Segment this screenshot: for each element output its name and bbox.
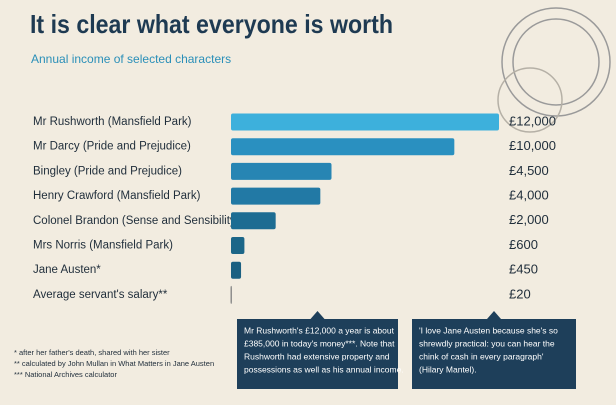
category-label: Mr Darcy (Pride and Prejudice) xyxy=(33,141,191,153)
value-label: £12,000 xyxy=(509,113,556,128)
value-label: £4,000 xyxy=(509,188,549,203)
bar xyxy=(231,138,455,156)
bar xyxy=(231,237,245,254)
bar xyxy=(231,113,499,131)
value-label: £600 xyxy=(509,237,538,252)
annotation-text: shrewdly practical: you can hear the xyxy=(419,338,555,348)
footnote: ** calculated by John Mullan in What Mat… xyxy=(14,359,214,368)
bar xyxy=(231,187,321,205)
annotation-text: 'I love Jane Austen because she's so xyxy=(419,325,558,335)
value-label: £10,000 xyxy=(509,138,556,153)
value-label: £20 xyxy=(509,286,531,301)
category-label: Average servant's salary** xyxy=(33,289,168,301)
annotation-text: (Hilary Mantel). xyxy=(419,364,477,374)
category-label: Mr Rushworth (Mansfield Park) xyxy=(33,116,192,128)
bar xyxy=(231,162,332,180)
bar xyxy=(231,261,242,279)
chart-title: It is clear what everyone is worth xyxy=(30,9,393,39)
value-label: £4,500 xyxy=(509,163,549,178)
footnote: * after her father's death, shared with … xyxy=(14,348,170,357)
annotation-text: £385,000 in today's money***. Note that xyxy=(244,338,395,348)
value-label: £450 xyxy=(509,262,538,277)
annotation-text: possessions as well as his annual income… xyxy=(244,364,404,374)
annotation-pointer xyxy=(487,311,501,319)
annotation-box xyxy=(237,319,398,389)
annotation-text: Mr Rushworth's £12,000 a year is about xyxy=(244,325,395,335)
chart-subtitle: Annual income of selected characters xyxy=(31,52,231,66)
annotation-pointer xyxy=(310,311,325,319)
category-label: Mrs Norris (Mansfield Park) xyxy=(33,240,173,252)
annotation-text: Rushworth had extensive property and xyxy=(244,351,390,361)
annotation-box xyxy=(412,319,576,389)
category-label: Jane Austen* xyxy=(33,264,101,276)
annotation-text: chink of cash in every paragraph' xyxy=(419,351,544,361)
bar xyxy=(231,212,276,230)
category-label: Bingley (Pride and Prejudice) xyxy=(33,165,182,177)
category-label: Henry Crawford (Mansfield Park) xyxy=(33,190,201,202)
footnote: *** National Archives calculator xyxy=(14,370,117,379)
value-label: £2,000 xyxy=(509,212,549,227)
coin-illustration xyxy=(497,7,611,133)
category-label: Colonel Brandon (Sense and Sensibility) xyxy=(33,215,240,227)
